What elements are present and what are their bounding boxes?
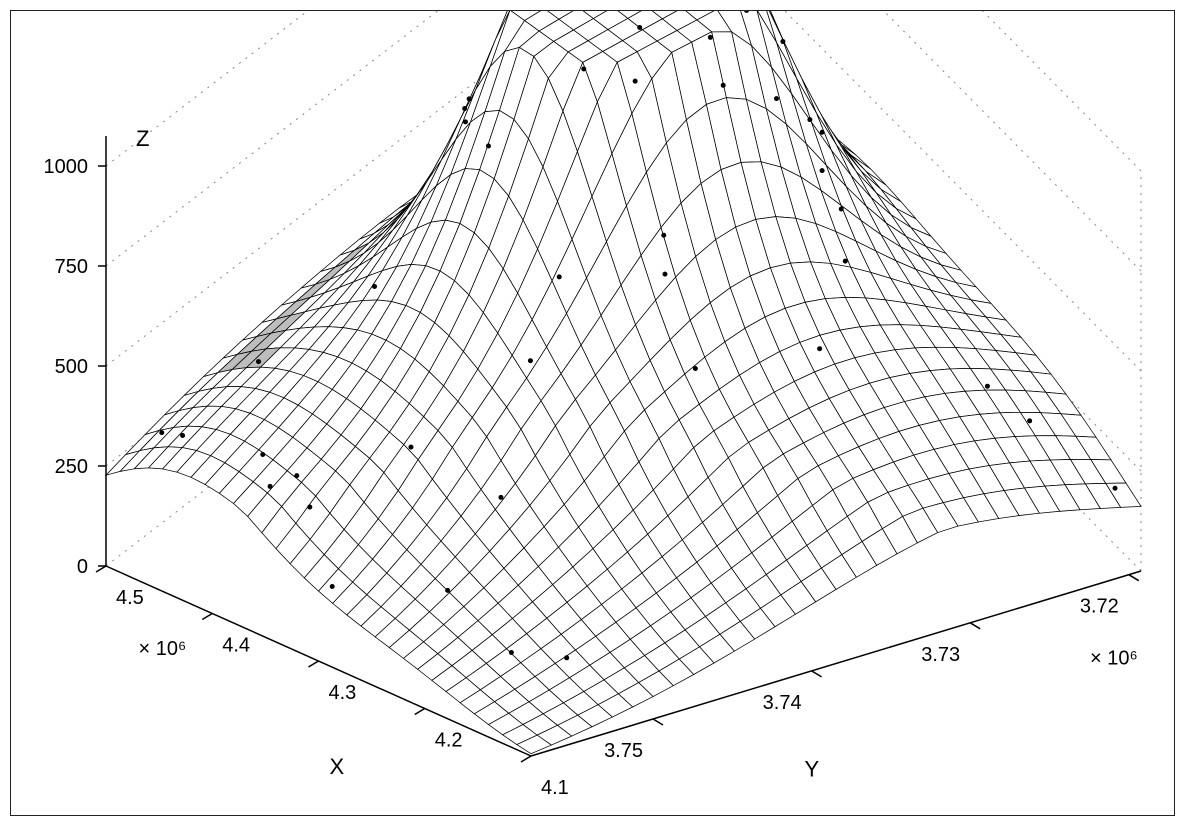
y-tick: 3.75 [604, 740, 643, 762]
y-tick: 3.74 [763, 692, 802, 714]
surface-plot: 0 250 500 750 1000 Z 4.5 4.4 4.3 4.2 4.1 X × 10⁶ 3.72… [11, 11, 1174, 815]
chart-frame: 0 250 500 750 1000 Z 4.5 4.4 4.3 4.2 4.1 X × 10⁶ 3.72… [10, 10, 1175, 816]
x-tick: 4.4 [222, 635, 250, 657]
z-tick: 0 [77, 556, 88, 578]
x-tick: 4.1 [541, 777, 569, 799]
x-scale-label: × 10⁶ [139, 638, 187, 660]
x-tick: 4.2 [435, 730, 463, 752]
z-tick: 750 [55, 256, 88, 278]
z-axis-label: Z [136, 126, 149, 151]
x-tick: 4.3 [329, 682, 357, 704]
x-axis-label: X [330, 754, 345, 779]
x-tick: 4.5 [116, 587, 144, 609]
y-tick: 3.72 [1080, 596, 1119, 618]
z-tick: 1000 [44, 156, 89, 178]
y-scale-label: × 10⁶ [1090, 648, 1138, 670]
z-tick: 500 [55, 356, 88, 378]
z-tick: 250 [55, 456, 88, 478]
y-tick: 3.73 [921, 644, 960, 666]
y-axis-label: Y [805, 756, 820, 781]
wireframe-mesh [106, 11, 1141, 754]
